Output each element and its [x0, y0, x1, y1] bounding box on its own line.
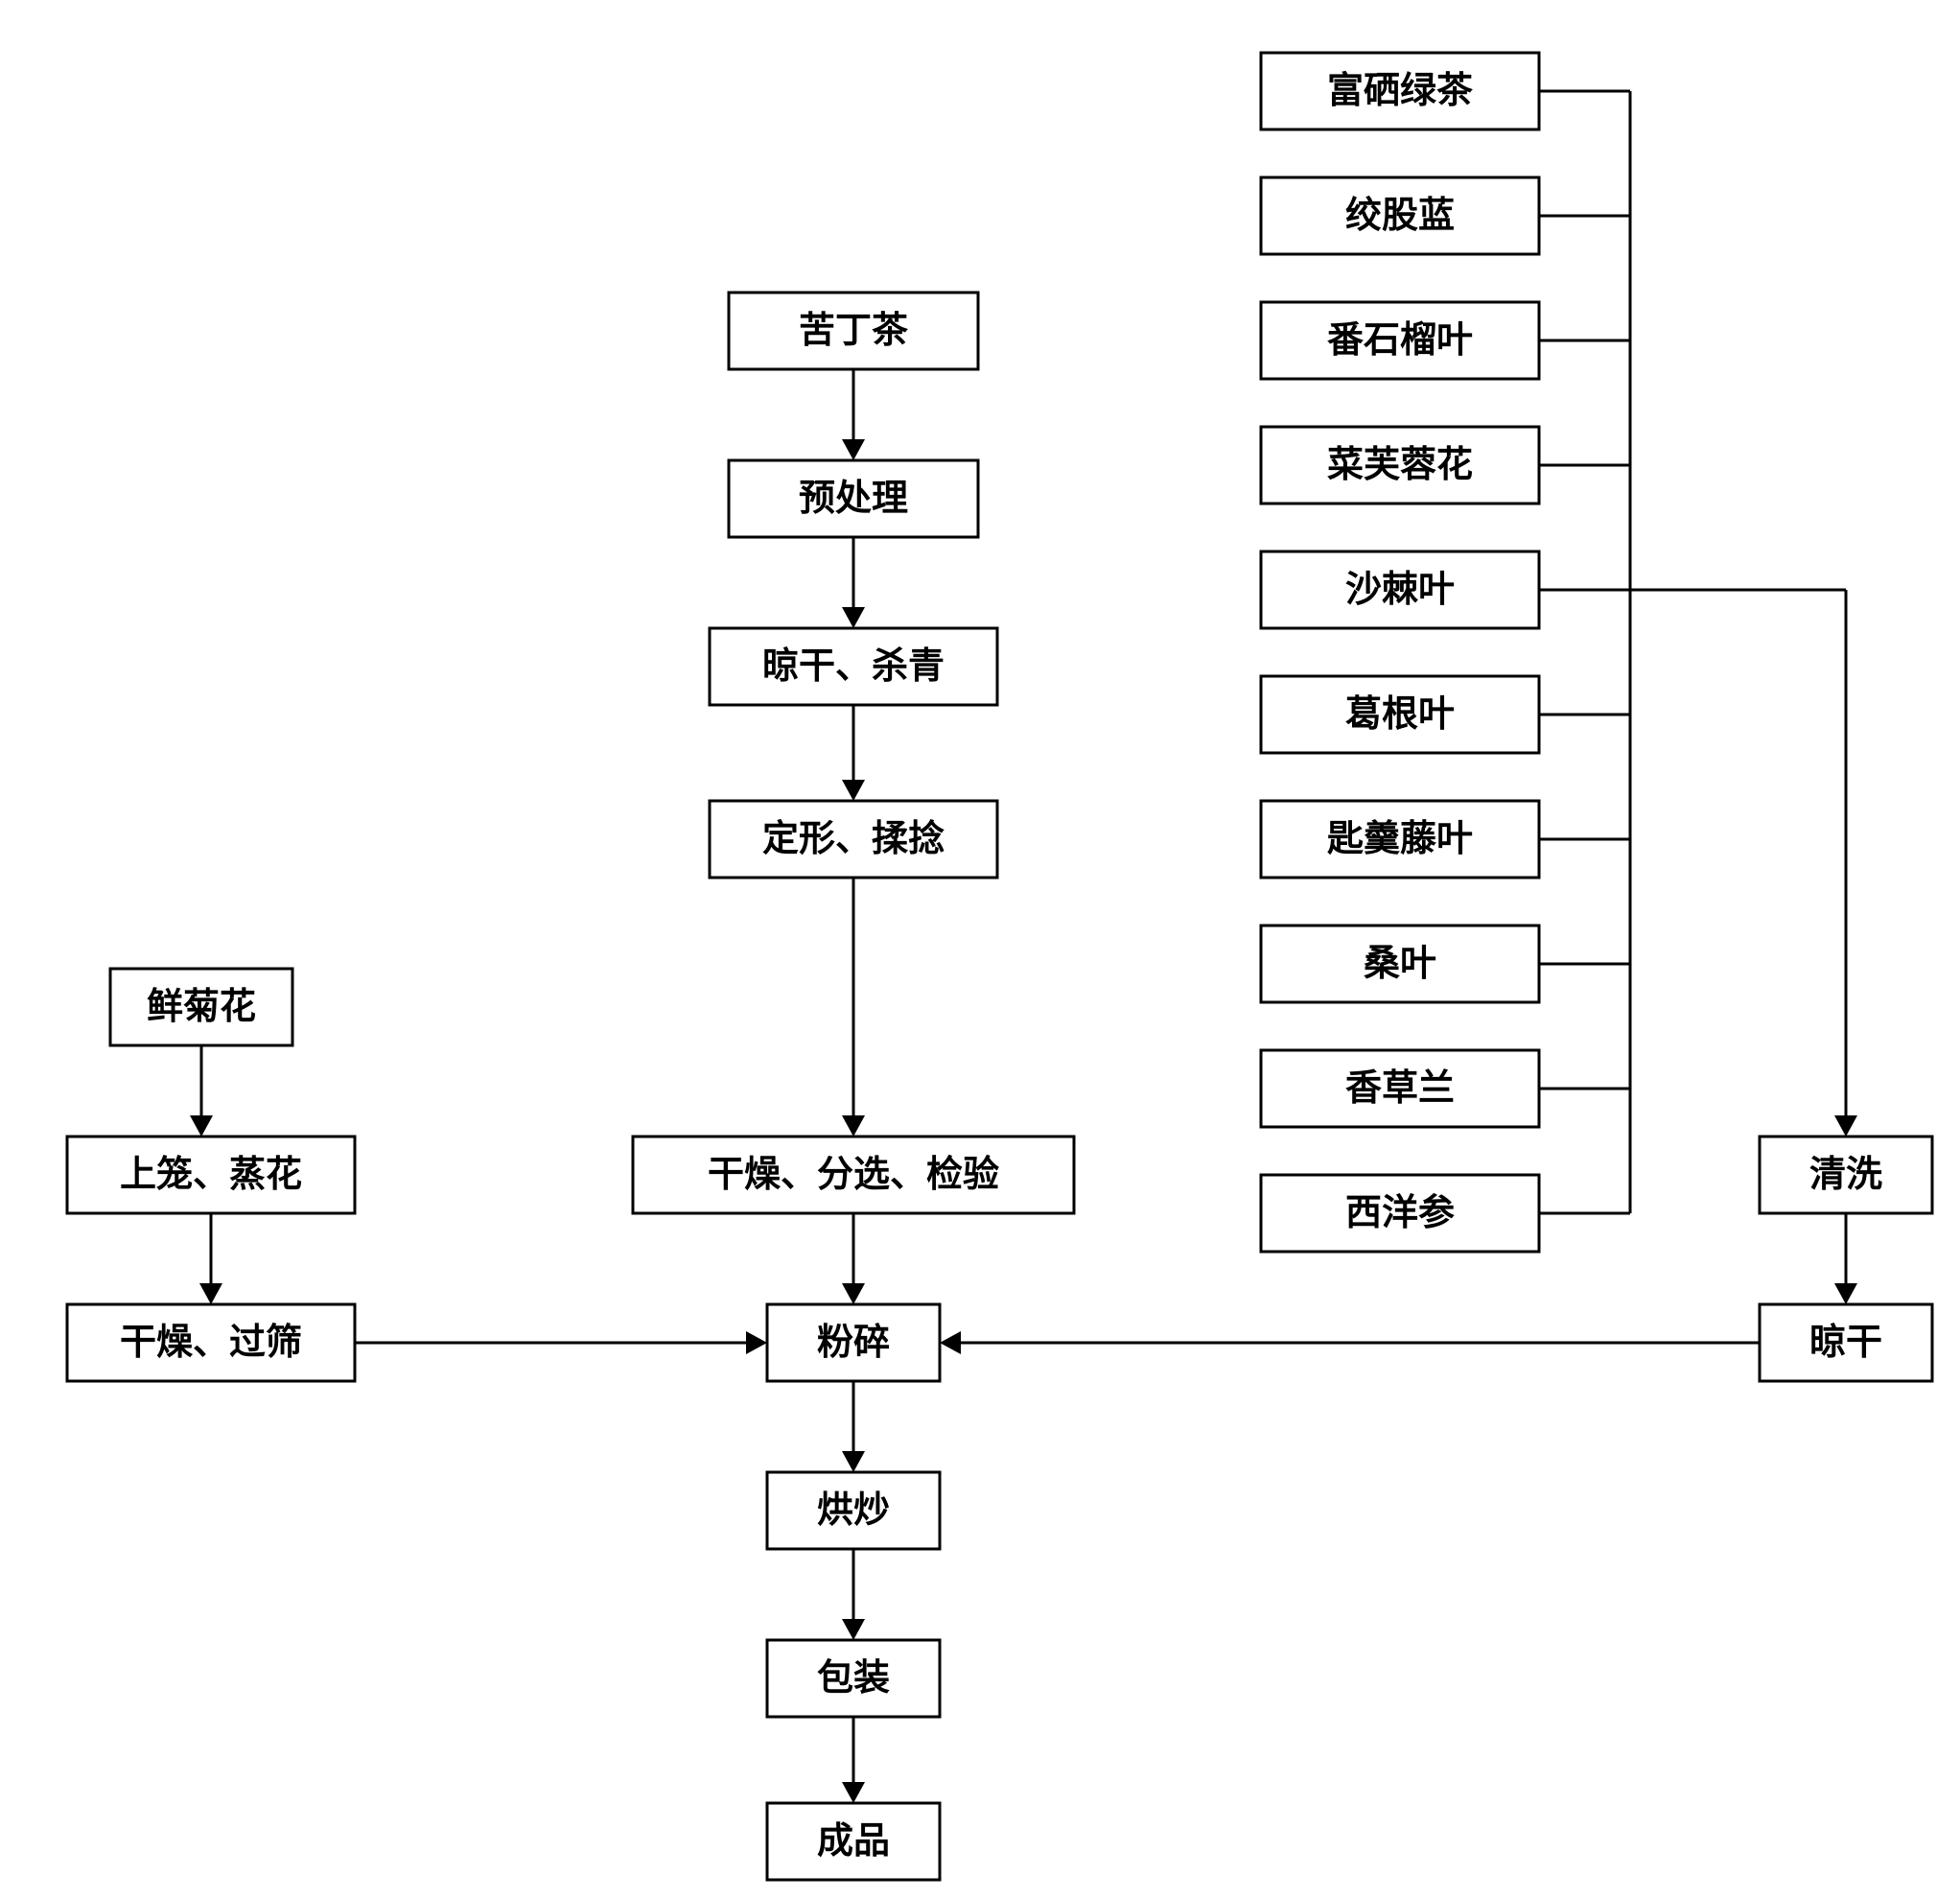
flow-node-mid6: 粉碎	[767, 1304, 940, 1381]
flow-node-ing10: 西洋参	[1261, 1175, 1539, 1252]
flow-node-label: 晾干、杀青	[762, 646, 945, 687]
flow-node-label: 上笼、蒸花	[120, 1155, 302, 1195]
flow-node-label: 干燥、分选、检验	[708, 1155, 999, 1195]
flow-node-label: 干燥、过筛	[120, 1323, 302, 1363]
flow-node-ing8: 桑叶	[1261, 926, 1539, 1002]
flow-node-mid1: 苦丁茶	[729, 293, 978, 369]
flow-node-label: 鲜菊花	[147, 987, 256, 1027]
flow-node-mid7: 烘炒	[767, 1472, 940, 1549]
flow-node-label: 清洗	[1809, 1155, 1882, 1195]
flow-node-label: 烘炒	[817, 1490, 890, 1531]
flow-node-label: 葛根叶	[1345, 694, 1455, 735]
flow-node-ing1: 富硒绿茶	[1261, 53, 1539, 129]
flow-node-label: 富硒绿茶	[1327, 70, 1474, 111]
flow-node-left1: 鲜菊花	[110, 969, 292, 1045]
flow-node-label: 西洋参	[1345, 1193, 1455, 1233]
flow-node-ing5: 沙棘叶	[1261, 551, 1539, 628]
flow-node-mid9: 成品	[767, 1803, 940, 1880]
flow-node-label: 绞股蓝	[1345, 196, 1455, 236]
flow-node-ing9: 香草兰	[1261, 1050, 1539, 1127]
flow-node-label: 匙羹藤叶	[1327, 819, 1473, 859]
flow-node-ing7: 匙羹藤叶	[1261, 801, 1539, 878]
flow-node-left3: 干燥、过筛	[67, 1304, 355, 1381]
flow-node-label: 苦丁茶	[799, 311, 909, 351]
flow-node-label: 晾干	[1809, 1323, 1882, 1363]
flow-node-ing2: 绞股蓝	[1261, 177, 1539, 254]
flow-node-label: 番石榴叶	[1327, 320, 1473, 361]
flow-node-mid8: 包装	[767, 1640, 940, 1717]
flow-node-label: 预处理	[799, 479, 908, 519]
flow-node-mid2: 预处理	[729, 460, 978, 537]
flow-node-ing4: 菜芙蓉花	[1261, 427, 1539, 504]
flow-node-mid3: 晾干、杀青	[710, 628, 997, 705]
flow-node-label: 定形、揉捻	[762, 819, 945, 859]
flow-node-left2: 上笼、蒸花	[67, 1137, 355, 1213]
flow-node-label: 沙棘叶	[1345, 570, 1455, 610]
flow-node-label: 粉碎	[817, 1323, 890, 1363]
flow-node-label: 包装	[817, 1658, 890, 1699]
flow-node-label: 桑叶	[1364, 944, 1436, 984]
flow-node-ing6: 葛根叶	[1261, 676, 1539, 753]
flow-node-label: 成品	[817, 1821, 890, 1862]
flow-node-label: 香草兰	[1345, 1068, 1455, 1109]
flow-node-mid4: 定形、揉捻	[710, 801, 997, 878]
flowchart-canvas: 鲜菊花上笼、蒸花干燥、过筛 苦丁茶预处理晾干、杀青定形、揉捻干燥、分选、检验粉碎烘…	[0, 0, 1960, 1899]
flow-node-right1: 清洗	[1760, 1137, 1932, 1213]
flow-node-label: 菜芙蓉花	[1327, 445, 1473, 485]
flow-node-ing3: 番石榴叶	[1261, 302, 1539, 379]
flow-node-mid5: 干燥、分选、检验	[633, 1137, 1074, 1213]
flow-node-right2: 晾干	[1760, 1304, 1932, 1381]
